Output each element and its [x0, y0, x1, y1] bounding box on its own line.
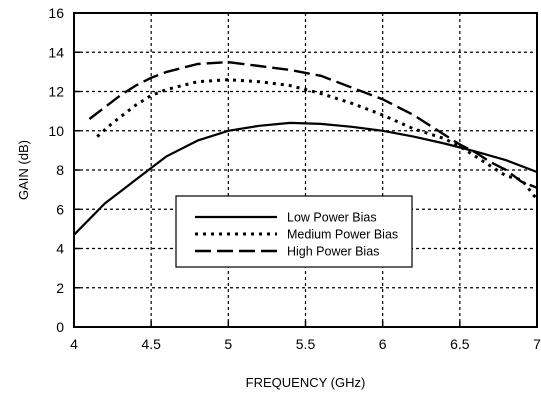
y-tick-label: 10 — [48, 123, 64, 139]
y-tick-label: 4 — [56, 241, 64, 257]
x-tick-label: 5 — [224, 336, 232, 352]
x-tick-label: 6.5 — [450, 336, 470, 352]
y-tick-label: 2 — [56, 280, 64, 296]
x-tick-label: 5.5 — [296, 336, 316, 352]
ticks-layer: 4 4.5 5 5.5 6 6.5 7 0 2 4 6 8 10 12 14 16 — [48, 5, 541, 352]
y-axis-title: GAIN (dB) — [16, 140, 31, 200]
legend-box — [175, 195, 413, 268]
y-tick-label: 12 — [48, 84, 64, 100]
y-tick-label: 8 — [56, 162, 64, 178]
y-tick-label: 0 — [56, 319, 64, 335]
series-line-dashed — [88, 60, 538, 189]
x-tick-label: 4 — [70, 336, 78, 352]
grid — [74, 13, 537, 327]
series-line-solid — [73, 121, 538, 236]
x-axis-title: FREQUENCY (GHz) — [246, 375, 366, 390]
legend: Low Power Bias Medium Power Bias High Powe… — [175, 195, 413, 268]
x-tick-label: 7 — [533, 336, 541, 352]
x-tick-label: 6 — [379, 336, 387, 352]
series-layer — [73, 60, 539, 236]
y-tick-label: 16 — [48, 5, 64, 21]
series-line-dotted — [96, 78, 539, 201]
legend-label: Medium Power Bias — [287, 228, 398, 242]
x-tick-label: 4.5 — [141, 336, 161, 352]
y-tick-label: 14 — [48, 44, 64, 60]
legend-label: Low Power Bias — [287, 211, 377, 225]
y-tick-label: 6 — [56, 201, 64, 217]
legend-label: High Power Bias — [287, 245, 379, 259]
